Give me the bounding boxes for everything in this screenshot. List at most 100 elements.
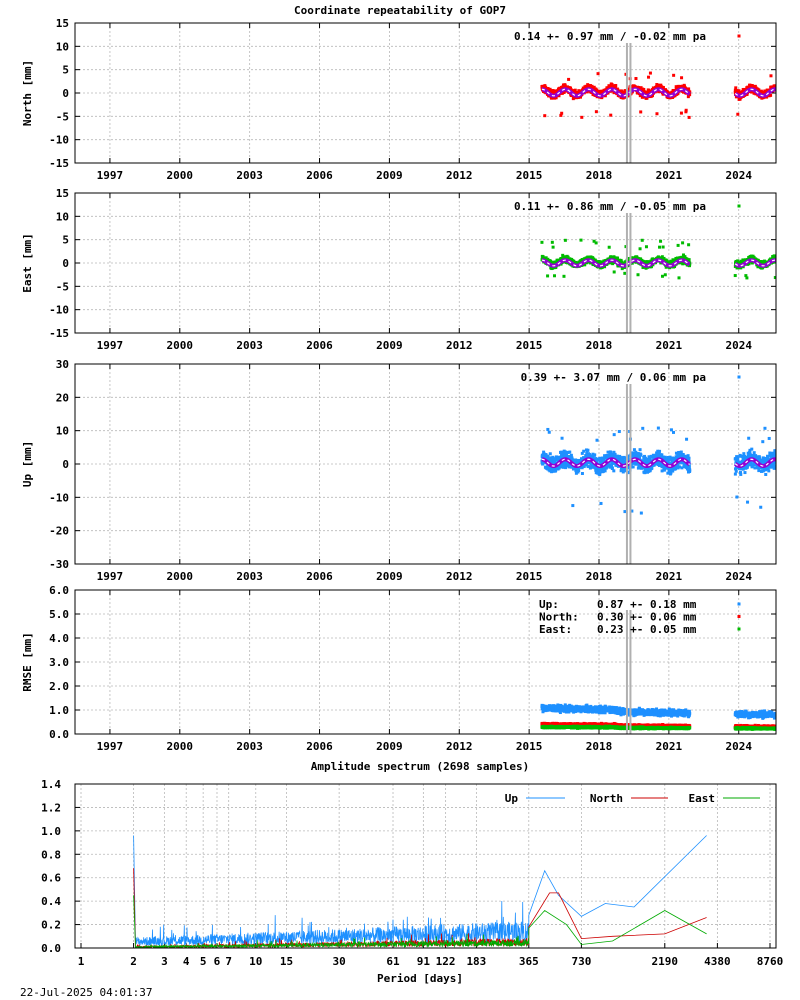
up-point [559,456,563,460]
up-point [582,449,586,453]
up-point [638,455,642,459]
x-tick-label: 2024 [725,570,752,583]
up-point [602,467,606,471]
up-point [753,462,757,466]
north-point [611,84,615,88]
up-point [667,458,671,462]
up-point [636,466,640,470]
up-point [743,471,747,475]
up-point [571,504,575,508]
x-tick-label: 2018 [586,740,613,753]
x-tick-label: 2003 [236,339,263,352]
east-model-core [541,259,690,267]
up-point [558,464,562,468]
x-tick-label: 1997 [97,740,124,753]
east-legend-marker [737,204,741,208]
east-point [671,258,675,262]
up-point [593,466,597,470]
x-tick-label: 2021 [656,570,683,583]
x-tick-label: 2021 [656,169,683,182]
up-point [565,460,569,464]
up-point [618,455,622,459]
y-tick-label: 0 [62,87,69,100]
up-point [627,470,631,474]
up-point [680,466,684,470]
up-point [580,451,584,455]
up-point [639,453,643,457]
east-point [597,259,601,263]
east-point [583,263,587,267]
up-point [622,455,626,459]
east-model-core [734,259,776,267]
east-point [756,258,760,262]
east-point [613,256,617,260]
y-axis-label: Up [mm] [21,441,34,487]
up-point [774,464,776,468]
up-point [568,450,572,454]
y-tick-label: 15 [56,187,69,200]
up-point [612,433,616,437]
north-point [590,84,594,88]
y-tick-label: -15 [49,327,69,340]
east-point [736,259,740,263]
east-point [562,274,566,278]
east-point [673,265,677,269]
y-tick-label: 4.0 [49,632,69,645]
north-point [760,90,764,94]
up-point [562,449,566,453]
up-point [619,469,623,473]
rmse-point-up [578,705,582,709]
east-point [658,245,662,249]
up-point [767,436,771,440]
y-axis-label: RMSE [mm] [21,632,34,692]
x-tick-label: 2009 [376,339,403,352]
east-point [638,247,642,251]
up-point [643,456,647,460]
up-point [675,457,679,461]
up-point [591,455,595,459]
north-point [567,77,571,81]
up-point [687,465,691,469]
up-point [634,450,638,454]
north-point [753,84,757,88]
plot-frame [74,22,777,164]
up-point [606,450,610,454]
up-point [595,458,599,462]
east-point [756,265,760,269]
east-point [733,265,737,269]
y-tick-label: -10 [49,304,69,317]
y-tick-label: 20 [56,391,69,404]
up-point [643,471,647,475]
up-point [747,436,751,440]
up-point [660,453,664,457]
east-point [745,276,749,280]
up-point [685,437,689,441]
up-point [603,455,607,459]
up-point [564,466,568,470]
y-tick-label: 5 [62,64,69,77]
north-point [769,74,773,78]
north-point [763,89,767,93]
east-point [579,238,583,242]
up-point [643,458,647,462]
up-point [603,454,607,458]
up-point [752,451,756,455]
up-point [669,471,673,475]
up-point [739,472,743,476]
up-point [560,436,564,440]
up-stats-label: 0.39 +- 3.07 mm / 0.06 mm pa [521,371,706,384]
up-point [545,457,549,461]
north-point [554,96,558,100]
north-point [751,85,755,89]
north-point [609,113,613,117]
north-point [639,110,643,114]
north-point [594,110,598,114]
x-tick-label: 2018 [586,169,613,182]
up-point [609,451,613,455]
east-point [661,245,665,249]
north-point [735,89,739,93]
up-point [746,500,750,504]
north-point [603,94,607,98]
up-point [735,495,739,499]
